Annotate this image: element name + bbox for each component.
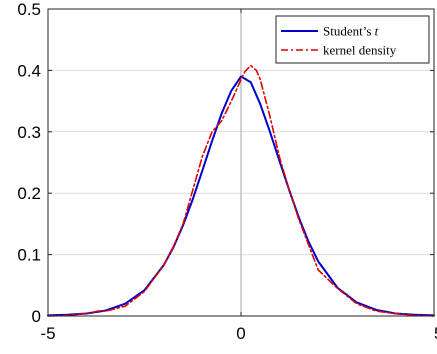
legend: Student’s t kernel density [275,15,430,64]
x-tick-labels: -5 0 5 [40,324,437,343]
y-tick-label: 0.2 [17,184,41,203]
legend-label-kernel-density: kernel density [323,43,397,58]
axis-ticks [47,8,435,317]
y-tick-label: 0 [32,307,41,326]
series-layer [47,64,435,317]
legend-label-students-t: Student’s t [323,24,379,39]
legend-box [275,15,430,64]
y-tick-label: 0.4 [17,61,41,80]
x-tick-label: 5 [434,324,437,343]
y-tick-label: 0.1 [17,246,41,265]
y-tick-labels: 0 0.1 0.2 0.3 0.4 0.5 [17,0,41,326]
y-tick-label: 0.3 [17,123,41,142]
x-tick-label: -5 [40,324,55,343]
series-line-kernel-density [47,64,435,317]
x-tick-label: 0 [236,324,245,343]
y-tick-label: 0.5 [17,0,41,19]
